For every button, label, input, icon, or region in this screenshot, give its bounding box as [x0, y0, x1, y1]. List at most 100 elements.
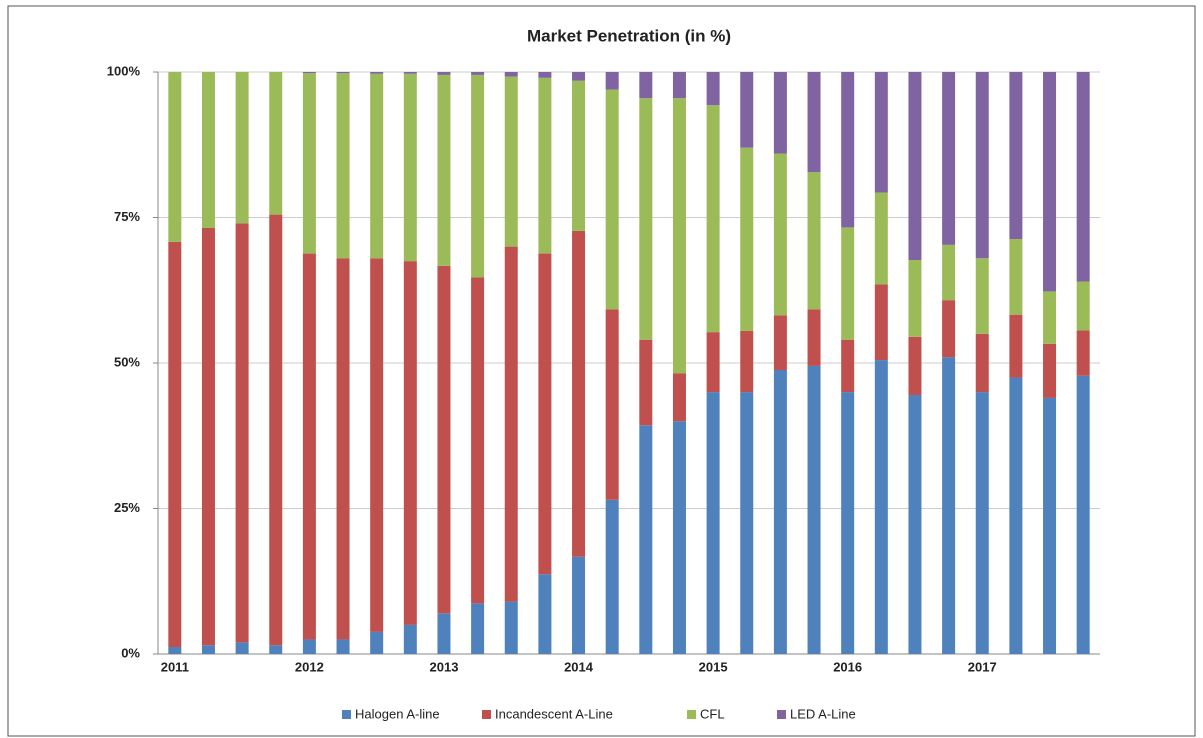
bar-segment	[874, 72, 888, 193]
bar-segment	[773, 369, 787, 654]
bar-segment	[336, 73, 350, 259]
bar-segment	[168, 72, 182, 242]
bar-segment	[370, 258, 384, 632]
bar-segment	[841, 227, 855, 340]
bar-segment	[403, 261, 417, 625]
bar-segment	[975, 72, 989, 259]
bar-segment	[773, 315, 787, 370]
bar-segment	[672, 98, 686, 374]
bar-segment	[672, 373, 686, 422]
bar-segment	[336, 72, 350, 74]
bar-segment	[773, 72, 787, 154]
bar-segment	[807, 72, 821, 173]
y-tick-label: 75%	[114, 209, 140, 224]
bar-segment	[572, 80, 586, 231]
bar-segment	[1009, 314, 1023, 378]
bar-segment	[706, 105, 720, 333]
bar-segment	[538, 77, 552, 254]
bar-segment	[706, 72, 720, 106]
legend-label: Halogen A-line	[355, 706, 440, 721]
legend-swatch	[687, 710, 696, 719]
x-tick-label: 2015	[699, 659, 728, 674]
bar-segment	[908, 395, 922, 654]
bar-segment	[605, 499, 619, 654]
legend-swatch	[482, 710, 491, 719]
legend-label: LED A-Line	[790, 706, 856, 721]
bar-segment	[605, 89, 619, 310]
bar-segment	[841, 72, 855, 228]
bar-segment	[874, 192, 888, 285]
bar-segment	[572, 556, 586, 654]
bar-segment	[1043, 291, 1057, 344]
bar-segment	[572, 72, 586, 81]
bar-segment	[605, 309, 619, 500]
bar-segment	[302, 73, 316, 254]
bar-segment	[605, 72, 619, 90]
bar-segment	[201, 645, 215, 654]
bar-segment	[235, 223, 249, 643]
bar-segment	[370, 72, 384, 74]
bar-segment	[1076, 72, 1090, 282]
bar-segment	[1043, 343, 1057, 398]
bar-segment	[471, 603, 485, 654]
bar-segment	[706, 332, 720, 393]
bar-segment	[740, 72, 754, 148]
bar-segment	[403, 72, 417, 74]
bar-segment	[168, 647, 182, 654]
bar-segment	[639, 98, 653, 340]
bar-segment	[471, 74, 485, 278]
bar-segment	[908, 259, 922, 337]
y-tick-label: 100%	[107, 63, 141, 78]
x-tick-label: 2014	[564, 659, 594, 674]
chart-title: Market Penetration (in %)	[527, 26, 731, 45]
bar-segment	[1043, 72, 1057, 292]
legend-swatch	[342, 710, 351, 719]
bar-segment	[975, 392, 989, 654]
bar-segment	[706, 392, 720, 654]
bar-segment	[1076, 281, 1090, 331]
bar-segment	[471, 277, 485, 604]
bar-segment	[874, 360, 888, 654]
bar-segment	[302, 253, 316, 640]
bar-segment	[269, 214, 283, 646]
x-tick-label: 2016	[833, 659, 862, 674]
bar-segment	[302, 639, 316, 654]
bar-segment	[201, 72, 215, 228]
bar-segment	[403, 624, 417, 654]
bar-segment	[639, 72, 653, 99]
bar-segment	[269, 645, 283, 654]
bar-segment	[639, 425, 653, 654]
bar-segment	[908, 336, 922, 396]
bar-segment	[269, 72, 283, 215]
bar-segment	[841, 339, 855, 393]
bar-segment	[807, 365, 821, 654]
bar-segment	[471, 72, 485, 75]
x-tick-label: 2012	[295, 659, 324, 674]
bar-segment	[807, 172, 821, 310]
bar-segment	[1076, 375, 1090, 654]
bar-segment	[572, 230, 586, 557]
bar-segment	[302, 72, 316, 74]
bar-segment	[908, 72, 922, 260]
bar-segment	[740, 147, 754, 331]
y-tick-label: 25%	[114, 500, 140, 515]
bar-segment	[639, 339, 653, 426]
legend-label: Incandescent A-Line	[495, 706, 613, 721]
bar-segment	[672, 421, 686, 654]
bar-segment	[1076, 330, 1090, 376]
bar-segment	[942, 244, 956, 301]
bar-segment	[942, 72, 956, 245]
bar-segment	[235, 642, 249, 654]
bar-segment	[942, 300, 956, 358]
y-tick-label: 0%	[121, 645, 140, 660]
bar-segment	[504, 72, 518, 77]
bar-segment	[235, 72, 249, 224]
legend-swatch	[777, 710, 786, 719]
bar-segment	[874, 284, 888, 361]
legend-label: CFL	[700, 706, 725, 721]
bar-segment	[201, 227, 215, 646]
bar-segment	[538, 574, 552, 654]
bar-segment	[773, 153, 787, 316]
bar-segment	[403, 73, 417, 262]
bar-segment	[437, 72, 451, 75]
